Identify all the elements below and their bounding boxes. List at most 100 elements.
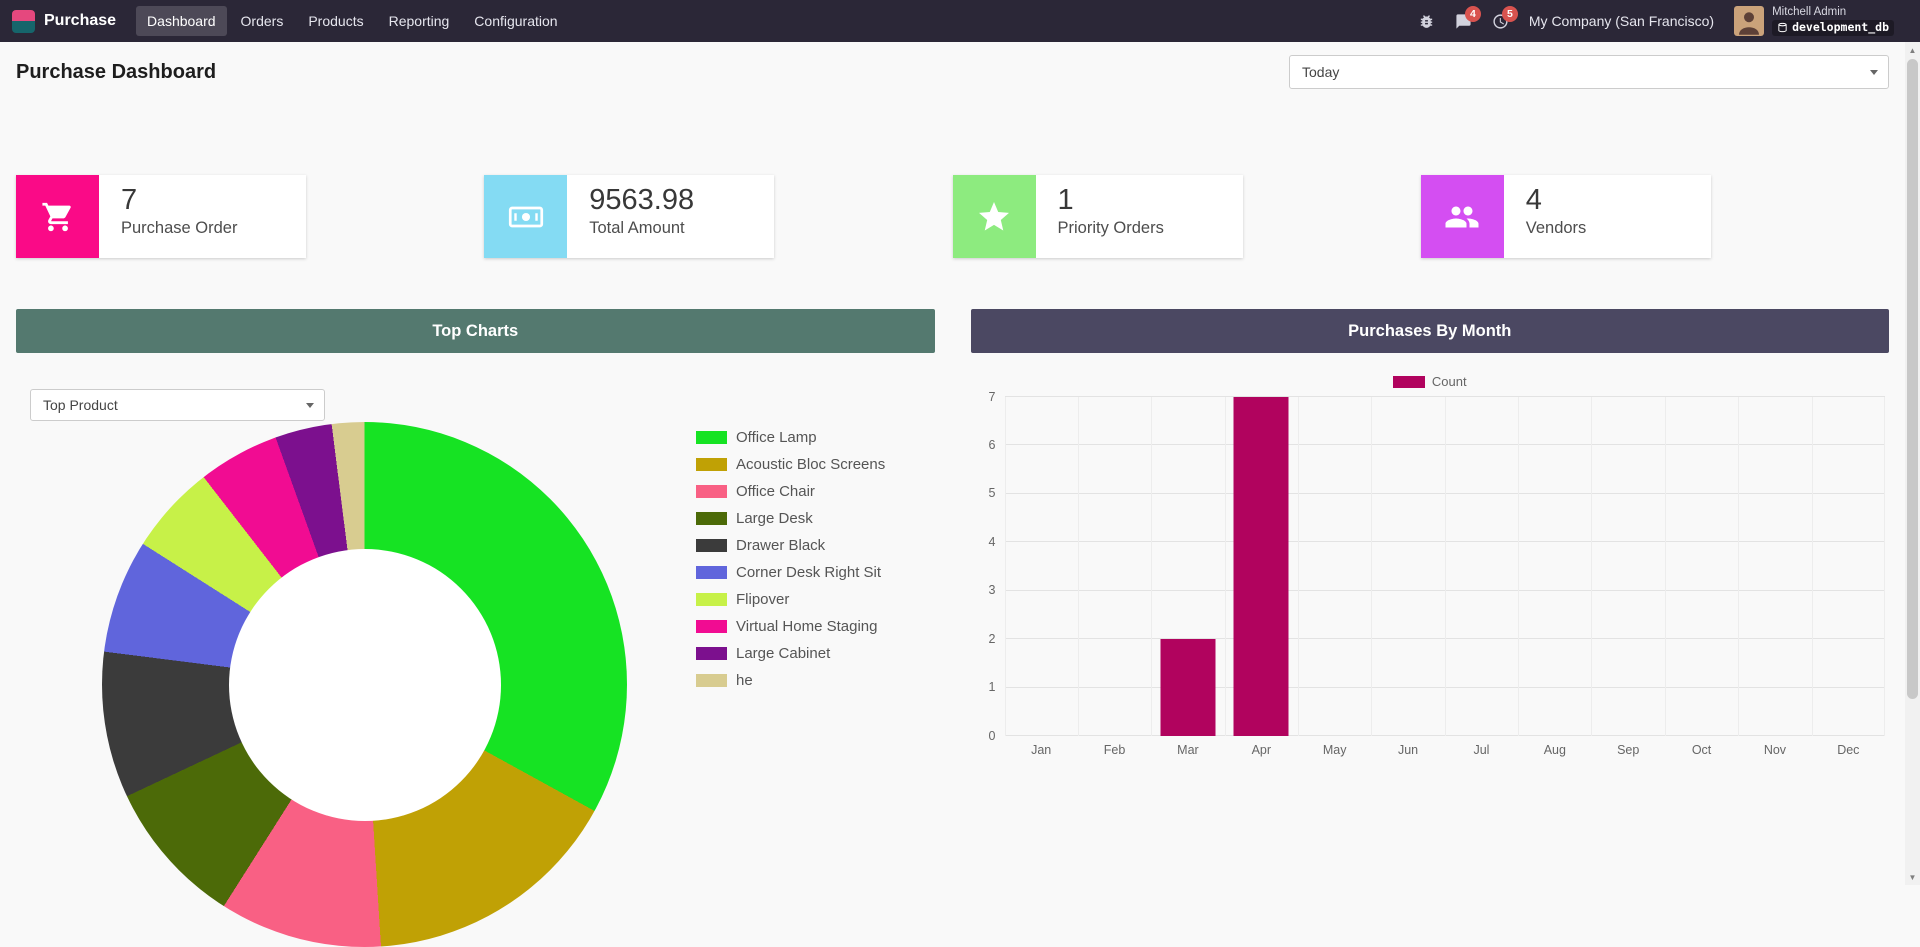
legend-item-large-desk[interactable]: Large Desk bbox=[696, 510, 885, 527]
legend-item-large-cabinet[interactable]: Large Cabinet bbox=[696, 645, 885, 662]
gridline bbox=[1004, 397, 1006, 736]
kpi-card-priority-orders[interactable]: 1 Priority Orders bbox=[952, 175, 1243, 258]
user-name: Mitchell Admin bbox=[1772, 5, 1847, 18]
purchases-by-month-panel: Purchases By Month Count 0 1 2 3 4 5 6 7 Jan Feb… bbox=[970, 309, 1890, 891]
legend-swatch bbox=[696, 566, 727, 579]
date-filter-select[interactable]: Today bbox=[1289, 55, 1889, 89]
legend-item-acoustic-bloc-screens[interactable]: Acoustic Bloc Screens bbox=[696, 456, 885, 473]
scrollbar-up-arrow[interactable]: ▲ bbox=[1908, 45, 1917, 55]
purchases-by-month-header: Purchases By Month bbox=[970, 309, 1889, 353]
legend-label: Large Desk bbox=[736, 510, 813, 527]
x-tick-label: Oct bbox=[1691, 743, 1712, 757]
legend-label: Drawer Black bbox=[736, 537, 826, 554]
y-tick-label: 7 bbox=[988, 389, 996, 404]
scrollbar-thumb[interactable] bbox=[1907, 59, 1918, 699]
x-tick-label: Jan bbox=[1031, 743, 1052, 757]
page-scrollbar[interactable]: ▲ ▼ bbox=[1905, 42, 1920, 885]
bar-chart: 0 1 2 3 4 5 6 7 bbox=[971, 390, 1890, 742]
app-switcher-icon[interactable] bbox=[12, 9, 35, 33]
scrollbar-down-arrow[interactable]: ▼ bbox=[1908, 872, 1917, 882]
x-tick-label: Jun bbox=[1397, 743, 1419, 757]
menu-item-reporting[interactable]: Reporting bbox=[388, 13, 450, 29]
kpi-text: 1 Priority Orders bbox=[1036, 175, 1164, 258]
menu-item-orders[interactable]: Orders bbox=[240, 13, 284, 29]
legend-label: Flipover bbox=[736, 591, 790, 608]
legend-item-corner-desk-right-sit[interactable]: Corner Desk Right Sit bbox=[696, 564, 885, 581]
page-title: Purchase Dashboard bbox=[16, 60, 217, 83]
y-tick-label: 6 bbox=[988, 437, 996, 452]
legend-label: Office Lamp bbox=[736, 429, 817, 446]
bar-chart-plot[interactable] bbox=[1004, 396, 1885, 736]
legend-item-office-chair[interactable]: Office Chair bbox=[696, 483, 885, 500]
debug-bug-icon[interactable] bbox=[1418, 13, 1435, 30]
messages-icon[interactable]: 4 bbox=[1455, 5, 1481, 30]
legend-item-office-lamp[interactable]: Office Lamp bbox=[696, 429, 885, 446]
legend-item-drawer-black[interactable]: Drawer Black bbox=[696, 537, 885, 554]
count-legend-label: Count bbox=[1431, 374, 1467, 389]
bar-mar[interactable] bbox=[1160, 639, 1216, 736]
database-icon bbox=[1778, 23, 1787, 33]
legend-item-virtual-home-staging[interactable]: Virtual Home Staging bbox=[696, 618, 885, 635]
legend-label: Large Cabinet bbox=[736, 645, 831, 662]
app-name[interactable]: Purchase bbox=[44, 12, 117, 29]
dashboard-content: Purchase Dashboard Today 7 Purchase Order… bbox=[0, 55, 1905, 947]
pie-area: Office Lamp Acoustic Bloc Screens Office C… bbox=[16, 421, 935, 947]
x-tick-label: Sep bbox=[1617, 743, 1640, 757]
database-chip: development_db bbox=[1772, 20, 1894, 36]
date-filter-value: Today bbox=[1302, 64, 1340, 80]
kpi-value: 7 bbox=[121, 184, 138, 216]
legend-item-he[interactable]: he bbox=[696, 672, 885, 689]
top-product-donut-chart[interactable] bbox=[102, 422, 627, 947]
kpi-card-vendors[interactable]: 4 Vendors bbox=[1420, 175, 1711, 258]
x-tick-label: Dec bbox=[1837, 743, 1860, 757]
top-product-select[interactable]: Top Product bbox=[30, 389, 325, 421]
bar-apr[interactable] bbox=[1233, 397, 1289, 736]
donut-hole bbox=[228, 548, 501, 821]
legend-label: Acoustic Bloc Screens bbox=[736, 456, 886, 473]
pie-legend: Office Lamp Acoustic Bloc Screens Office C… bbox=[696, 429, 885, 699]
x-tick-label: May bbox=[1322, 743, 1347, 757]
top-charts-panel: Top Charts Top Product Office Lamp Acoust… bbox=[16, 309, 935, 947]
users-icon bbox=[1420, 175, 1504, 258]
user-menu[interactable]: Mitchell Admin development_db bbox=[1734, 6, 1894, 36]
charts-row: Top Charts Top Product Office Lamp Acoust… bbox=[16, 309, 1890, 947]
legend-swatch bbox=[696, 431, 727, 444]
kpi-card-total-amount[interactable]: 9563.98 Total Amount bbox=[484, 175, 775, 258]
menu-item-dashboard[interactable]: Dashboard bbox=[136, 6, 227, 36]
x-tick-label: Aug bbox=[1543, 743, 1566, 757]
bar-chart-legend[interactable]: Count bbox=[971, 374, 1890, 389]
legend-swatch bbox=[696, 620, 727, 633]
kpi-label: Total Amount bbox=[589, 219, 685, 238]
legend-swatch bbox=[696, 647, 727, 660]
gridline bbox=[1518, 397, 1520, 736]
gridline bbox=[1371, 397, 1373, 736]
gridline bbox=[1444, 397, 1446, 736]
legend-swatch bbox=[696, 539, 727, 552]
activities-clock-icon[interactable]: 5 bbox=[1492, 5, 1518, 30]
legend-item-flipover[interactable]: Flipover bbox=[696, 591, 885, 608]
kpi-value: 9563.98 bbox=[589, 184, 695, 216]
kpi-row: 7 Purchase Order 9563.98 Total Amount 1 Prior… bbox=[16, 175, 1889, 258]
legend-swatch bbox=[696, 458, 727, 471]
gridline bbox=[1151, 397, 1153, 736]
gridline bbox=[1224, 397, 1226, 736]
kpi-card-purchase-order[interactable]: 7 Purchase Order bbox=[16, 175, 306, 258]
x-tick-label: Nov bbox=[1763, 743, 1787, 757]
menu-item-products[interactable]: Products bbox=[308, 13, 364, 29]
bar-chart-y-axis: 0 1 2 3 4 5 6 7 bbox=[971, 390, 1005, 741]
menu-item-configuration[interactable]: Configuration bbox=[474, 13, 558, 29]
gridline bbox=[1664, 397, 1666, 736]
chevron-down-icon bbox=[306, 403, 314, 408]
x-tick-label: Apr bbox=[1251, 743, 1272, 757]
top-navbar: Purchase Dashboard Orders Products Reportin… bbox=[0, 0, 1920, 42]
legend-label: he bbox=[736, 672, 753, 689]
systray: 4 5 My Company (San Francisco) Mitchell … bbox=[1418, 5, 1894, 36]
x-tick-label: Mar bbox=[1177, 743, 1199, 757]
kpi-label: Purchase Order bbox=[121, 219, 238, 238]
nav-left: Purchase Dashboard Orders Products Reportin… bbox=[12, 0, 569, 42]
app-icon-bottom bbox=[12, 21, 35, 33]
count-legend-swatch bbox=[1392, 375, 1425, 388]
content-header: Purchase Dashboard Today bbox=[16, 55, 1889, 89]
gridline bbox=[1004, 396, 1885, 397]
company-switcher[interactable]: My Company (San Francisco) bbox=[1528, 13, 1715, 29]
